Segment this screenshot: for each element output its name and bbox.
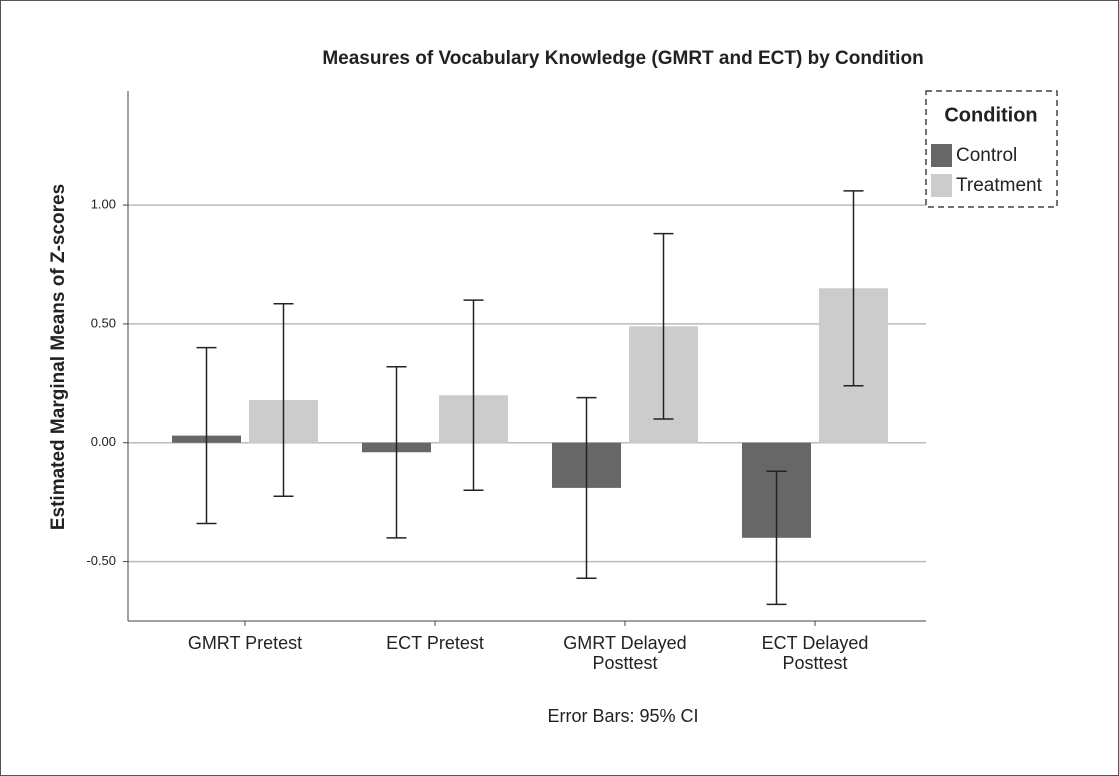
x-tick-label: ECT Delayed Posttest <box>761 633 869 673</box>
footnote: Error Bars: 95% CI <box>547 706 698 726</box>
chart-title: Measures of Vocabulary Knowledge (GMRT a… <box>322 48 923 69</box>
legend-label: Treatment <box>956 175 1043 196</box>
legend-title: Condition <box>944 104 1037 126</box>
legend-label: Control <box>956 145 1017 166</box>
legend-box <box>925 90 1058 208</box>
legend-swatch <box>931 174 952 197</box>
x-tick-label: GMRT Delayed Posttest <box>563 633 687 673</box>
x-tick-label: ECT Pretest <box>386 633 484 653</box>
y-axis-label: Estimated Marginal Means of Z-scores <box>48 184 69 530</box>
y-tick-label: -0.50 <box>86 553 116 568</box>
y-tick-label: 0.00 <box>91 434 116 449</box>
y-tick-label: 0.50 <box>91 315 116 330</box>
x-tick-label: GMRT Pretest <box>187 633 303 653</box>
y-tick-label: 1.00 <box>91 197 116 212</box>
legend-swatch <box>931 144 952 167</box>
